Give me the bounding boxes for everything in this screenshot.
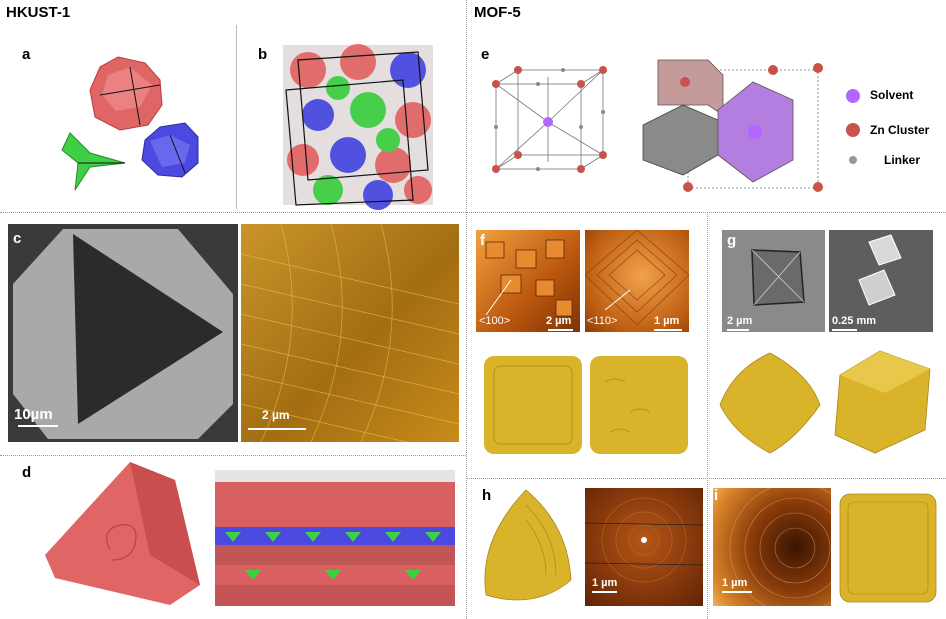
divider-left-row2: [0, 455, 466, 456]
panel-e-polyhedra-diagram: [642, 59, 823, 192]
panel-f-afm-right: [585, 230, 689, 332]
legend-zn-cluster: Zn Cluster: [870, 123, 930, 137]
panel-g-scalebar-left: [727, 329, 749, 331]
panel-label-d: d: [22, 464, 32, 481]
panel-label-i: i: [714, 487, 719, 504]
panel-d-crystal-model: [45, 462, 200, 605]
panel-c-scalebar-text-right: 2 µm: [262, 408, 290, 422]
panel-c-scalebar-left: [18, 425, 58, 427]
panel-i-afm-image: [713, 488, 831, 606]
panel-f-afm-left: [476, 230, 580, 332]
panel-label-a: a: [22, 46, 31, 63]
legend-linker: Linker: [884, 153, 921, 167]
divider-right-row2: [466, 478, 946, 479]
panel-c-afm-image: [241, 224, 459, 442]
panel-label-b: b: [258, 46, 268, 63]
panel-g-sem-image: [829, 230, 933, 332]
panel-f-direction-right: <110>: [587, 315, 618, 327]
panel-g-scalebar-right: [832, 329, 857, 331]
panel-label-h: h: [482, 487, 492, 504]
panel-c-scalebar-right: [248, 428, 306, 430]
panel-e-cell-diagram: [492, 66, 607, 173]
panel-g-crystal-models: [719, 350, 931, 454]
panel-g-optical-image: [722, 230, 825, 332]
panel-i-scalebar: [722, 591, 752, 593]
panel-i-scalebar-text: 1 µm: [722, 577, 748, 589]
panel-g-scalebar-text-left: 2 µm: [727, 315, 753, 327]
divider-ab: [236, 25, 237, 209]
panel-h-scalebar-text: 1 µm: [592, 577, 618, 589]
panel-f-scalebar-right: [654, 329, 682, 331]
panel-g-scalebar-text-right: 0.25 mm: [832, 315, 877, 327]
panel-label-c: c: [13, 230, 22, 247]
panel-d-surface-model: [215, 470, 455, 606]
divider-right-vertical: [707, 212, 708, 619]
panel-c-scalebar-text-left: 10µm: [14, 406, 53, 423]
panel-h-crystal-model: [484, 489, 572, 601]
panel-i-crystal-model: [839, 493, 937, 603]
panel-c-sem-image: [8, 224, 238, 442]
panel-f-direction-left: <100>: [479, 315, 511, 327]
divider-row1: [0, 212, 946, 213]
hkust1-title: HKUST-1: [6, 4, 71, 21]
panel-f-scalebar-left: [548, 329, 573, 331]
panel-h-afm-image: [585, 488, 703, 606]
panel-e-legend-markers: [846, 89, 860, 164]
legend-solvent: Solvent: [870, 88, 914, 102]
panel-label-f: f: [480, 232, 485, 249]
panel-f-crystal-models: [484, 356, 688, 454]
mof5-title: MOF-5: [474, 4, 521, 21]
panel-f-scalebar-text-left: 2 µm: [546, 315, 572, 327]
panel-a-polyhedra: [61, 56, 199, 191]
panel-f-scalebar-text-right: 1 µm: [654, 315, 680, 327]
panel-b-unit-cell: [283, 44, 433, 210]
divider-center: [466, 0, 467, 619]
panel-h-scalebar: [592, 591, 617, 593]
panel-label-g: g: [727, 232, 737, 249]
panel-label-e: e: [481, 46, 490, 63]
